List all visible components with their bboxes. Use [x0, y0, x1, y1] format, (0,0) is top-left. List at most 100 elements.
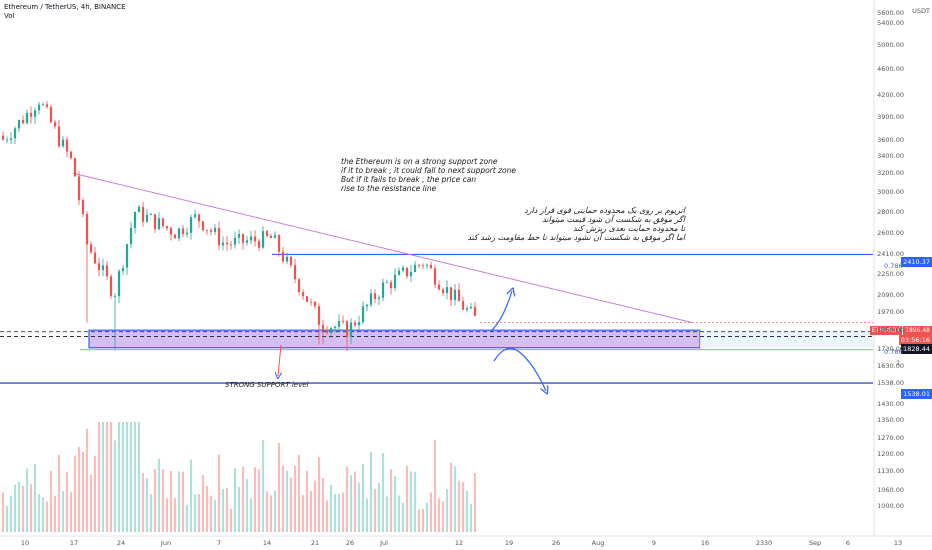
candle-body [433, 268, 437, 285]
candle-body [349, 322, 353, 338]
candle-body [301, 292, 305, 297]
candle-body [437, 284, 441, 290]
volume-bar [397, 495, 401, 532]
volume-bar [357, 482, 361, 532]
candle-body [421, 265, 425, 266]
candle-body [241, 233, 245, 243]
candle-body [149, 214, 153, 215]
x-tick-label: 17 [69, 539, 79, 547]
candle-body [285, 256, 289, 262]
candle-body [317, 306, 321, 325]
candle-body [85, 214, 89, 245]
candle-body [469, 306, 473, 309]
x-tick-label: 19 [504, 539, 514, 547]
volume-label[interactable]: Vol [4, 12, 15, 20]
x-tick-label: 6 [845, 539, 851, 547]
candle-body [197, 214, 201, 222]
candle-body [329, 328, 333, 333]
candle-body [93, 252, 97, 264]
volume-bar [425, 503, 429, 532]
volume-bar [369, 451, 373, 532]
y-tick-label: 1130.00 [877, 467, 904, 476]
candle-body [133, 212, 137, 228]
x-tick-label: 12 [454, 539, 464, 547]
x-tick-label: 24 [116, 539, 126, 547]
support-zone [88, 329, 701, 349]
candle-body [73, 158, 77, 177]
candle-body [393, 274, 397, 288]
volume-bar [57, 454, 61, 532]
volume-bar [9, 496, 13, 532]
volume-bar [253, 467, 257, 532]
volume-bar [413, 471, 417, 532]
volume-bar [145, 478, 149, 532]
resistance-price-tag: 2410.37 [901, 257, 932, 267]
x-tick-label: 30 [763, 539, 773, 547]
candle-body [29, 113, 33, 117]
candle-body [337, 321, 341, 327]
symbol-title[interactable]: Ethereum / TetherUS, 4h, BINANCE [4, 3, 126, 11]
volume-bar [289, 477, 293, 532]
candle-body [21, 120, 25, 124]
candle-body [405, 267, 409, 277]
candle-body [65, 139, 69, 152]
volume-bar [225, 488, 229, 532]
candle-body [293, 265, 297, 280]
volume-bar [285, 470, 289, 532]
candle-body [429, 264, 433, 269]
volume-bar [89, 474, 93, 532]
x-tick-label: 21 [310, 539, 320, 547]
volume-bar [381, 453, 385, 532]
volume-bar [265, 491, 269, 532]
candle-body [273, 235, 277, 238]
candle-body [401, 267, 405, 271]
volume-bar [325, 500, 329, 532]
candle-body [449, 287, 453, 300]
volume-bar [81, 451, 85, 532]
y-tick-label: 1060.00 [877, 485, 904, 494]
volume-bar [21, 486, 25, 532]
volume-bar [257, 469, 261, 532]
volume-bar [33, 463, 37, 532]
volume-bar [93, 455, 97, 532]
volume-bar [125, 422, 129, 532]
candle-body [377, 297, 381, 300]
y-tick-label: 2410.00 [877, 250, 904, 259]
candle-body [69, 151, 73, 159]
volume-bar [133, 422, 137, 532]
candle-body [389, 282, 393, 288]
candle-body [37, 104, 41, 111]
y-tick-label: 1730.00 [877, 345, 904, 354]
candle-body [89, 244, 93, 253]
volume-bar [345, 466, 349, 532]
volume-bar [105, 422, 109, 532]
y-tick-label: 4600.00 [877, 65, 904, 74]
candle-body [397, 270, 401, 275]
x-tick-label: 13 [893, 539, 903, 547]
y-tick-label: 3200.00 [877, 169, 904, 178]
candle-body [277, 235, 281, 252]
volume-bar [181, 471, 185, 532]
volume-bar [197, 494, 201, 532]
y-tick-label: 4200.00 [877, 91, 904, 100]
candle-body [385, 282, 389, 284]
candle-body [81, 200, 85, 215]
volume-bar [61, 491, 65, 532]
volume-bar [185, 504, 189, 532]
x-tick-label: 23 [755, 539, 765, 547]
volume-bar [113, 440, 117, 532]
candle-body [457, 289, 461, 302]
candle-body [61, 139, 65, 147]
volume-bar [297, 454, 301, 532]
support-pointer-arrow [278, 344, 281, 376]
candle-body [193, 214, 197, 218]
volume-bar [85, 428, 89, 532]
volume-bar [157, 458, 161, 532]
candle-body [261, 231, 265, 248]
candle-body [409, 272, 413, 277]
candle-body [473, 306, 477, 316]
y-tick-label: 1270.00 [877, 433, 904, 442]
volume-bar [409, 471, 413, 532]
candle-body [365, 304, 369, 307]
volume-bar [229, 508, 233, 532]
